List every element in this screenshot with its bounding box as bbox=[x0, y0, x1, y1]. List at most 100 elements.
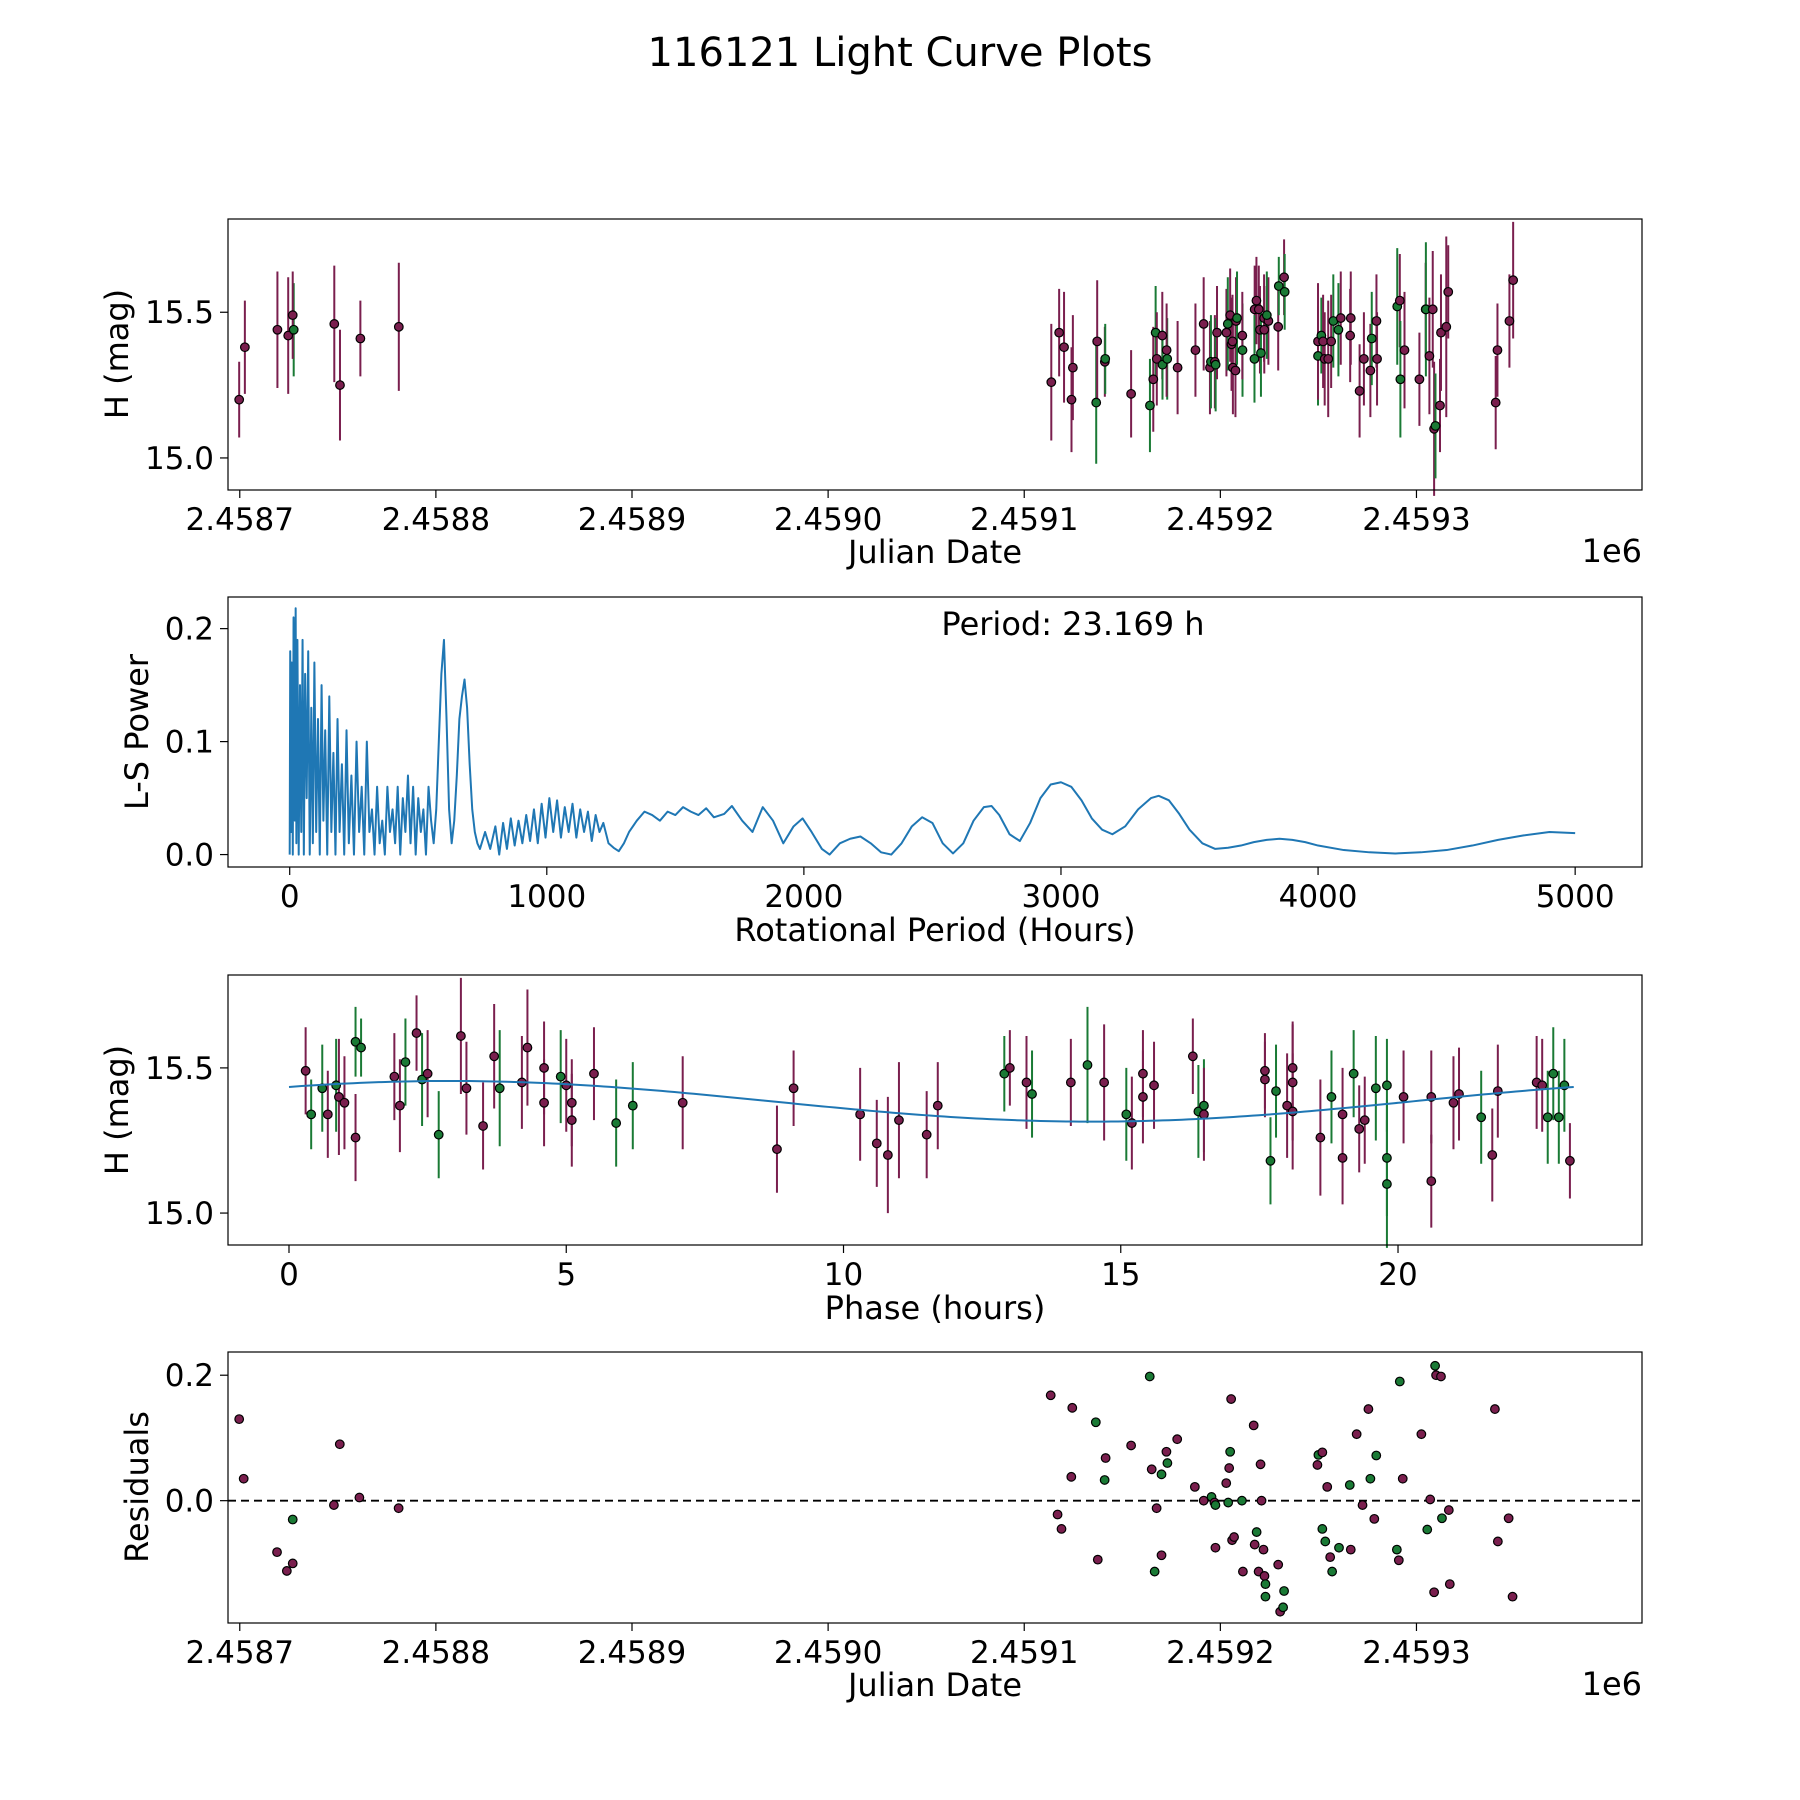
data-point bbox=[1021, 1077, 1032, 1088]
data-point bbox=[1348, 1068, 1359, 1079]
data-point bbox=[1054, 327, 1065, 338]
residual-point bbox=[287, 1514, 298, 1525]
data-point bbox=[589, 1068, 599, 1079]
residual-point bbox=[1320, 1536, 1331, 1547]
residual-point bbox=[1317, 1447, 1328, 1458]
residual-point bbox=[1278, 1602, 1289, 1613]
data-point bbox=[1162, 353, 1173, 364]
data-point bbox=[1138, 1068, 1148, 1079]
data-point bbox=[1435, 400, 1445, 411]
residuals-data bbox=[228, 1360, 1642, 1617]
power-line bbox=[288, 607, 1576, 856]
data-point bbox=[1282, 1100, 1293, 1111]
data-point bbox=[461, 1083, 472, 1094]
residuals-offset-label: 1e6 bbox=[1582, 1665, 1642, 1703]
data-point bbox=[1359, 353, 1369, 364]
data-point bbox=[1199, 1109, 1209, 1120]
residual-point bbox=[1430, 1360, 1440, 1371]
light-curve-data bbox=[234, 221, 1519, 496]
residual-point bbox=[1248, 1420, 1259, 1431]
light-curve-frame bbox=[227, 218, 1643, 491]
residual-point bbox=[1416, 1429, 1427, 1440]
data-point bbox=[1065, 1077, 1076, 1088]
data-point bbox=[1345, 313, 1356, 323]
data-point bbox=[1490, 397, 1501, 408]
data-point bbox=[1399, 345, 1410, 356]
data-point bbox=[422, 1068, 433, 1079]
data-point bbox=[1426, 1176, 1437, 1187]
data-point bbox=[288, 324, 299, 335]
data-point bbox=[1273, 321, 1284, 332]
data-point bbox=[489, 1051, 500, 1062]
x-tick-label: 2.4591 bbox=[970, 502, 1078, 538]
data-point bbox=[1372, 353, 1382, 364]
data-point bbox=[1149, 1080, 1159, 1091]
residuals-yticks: 0.0 0.2 bbox=[165, 1358, 228, 1520]
residual-point bbox=[1371, 1450, 1382, 1461]
data-point bbox=[287, 310, 298, 321]
residuals-ylabel: Residuals bbox=[118, 1411, 156, 1563]
data-point bbox=[1287, 1063, 1298, 1073]
data-point bbox=[677, 1097, 688, 1108]
residual-point bbox=[1255, 1459, 1266, 1470]
data-point bbox=[1249, 353, 1260, 364]
data-point bbox=[1476, 1112, 1487, 1123]
data-point bbox=[1027, 1089, 1037, 1099]
light-curve-axes: 2.4587 2.4588 2.4589 2.4590 2.4591 2.4592 2.45… bbox=[98, 218, 1643, 571]
residual-point bbox=[1363, 1404, 1374, 1414]
residual-point bbox=[1436, 1371, 1446, 1382]
data-point bbox=[1542, 1112, 1553, 1123]
data-point bbox=[1565, 1155, 1575, 1166]
residuals-frame bbox=[227, 1351, 1643, 1624]
data-point bbox=[455, 1031, 466, 1041]
data-point bbox=[1333, 324, 1344, 335]
residual-point bbox=[1503, 1513, 1514, 1524]
data-point bbox=[335, 380, 345, 390]
data-point bbox=[1271, 1086, 1281, 1097]
residual-point bbox=[1397, 1473, 1408, 1484]
residual-point bbox=[272, 1547, 282, 1558]
data-point bbox=[334, 1092, 344, 1102]
data-point bbox=[1508, 275, 1519, 286]
data-point bbox=[1365, 365, 1376, 376]
data-point bbox=[1382, 1179, 1392, 1189]
data-point bbox=[1004, 1063, 1015, 1073]
data-point bbox=[894, 1115, 904, 1126]
data-point bbox=[1279, 272, 1289, 283]
data-point bbox=[1237, 330, 1248, 341]
data-point bbox=[322, 1109, 333, 1120]
data-point bbox=[1151, 353, 1162, 364]
residual-point bbox=[1393, 1555, 1404, 1566]
residual-point bbox=[1144, 1371, 1155, 1382]
x-tick-label: 20 bbox=[1378, 1257, 1417, 1293]
phase-folded-data bbox=[288, 977, 1575, 1248]
data-point bbox=[1335, 313, 1346, 323]
data-point bbox=[522, 1042, 533, 1053]
residual-point bbox=[1425, 1494, 1436, 1505]
residual-point bbox=[281, 1566, 292, 1576]
data-point bbox=[1287, 1077, 1298, 1088]
residual-point bbox=[1251, 1527, 1262, 1537]
data-point bbox=[1273, 281, 1284, 291]
residual-point bbox=[1172, 1434, 1183, 1445]
data-point bbox=[1126, 1118, 1137, 1128]
residual-point bbox=[1443, 1505, 1454, 1515]
light-curve-yticks: 15.0 15.5 bbox=[145, 295, 228, 477]
data-point bbox=[1161, 345, 1172, 356]
x-tick-label: 2.4591 bbox=[970, 1635, 1078, 1671]
residual-point bbox=[1325, 1552, 1336, 1563]
residual-point bbox=[1052, 1509, 1063, 1520]
residual-point bbox=[1092, 1554, 1103, 1565]
data-point bbox=[339, 1097, 350, 1108]
figure-title: 116121 Light Curve Plots bbox=[648, 30, 1153, 76]
residuals-axes: 2.4587 2.4588 2.4589 2.4590 2.4591 2.4592 2.45… bbox=[118, 1351, 1643, 1704]
x-tick-label: 2.4592 bbox=[1166, 1635, 1274, 1671]
residual-point bbox=[1259, 1571, 1270, 1581]
data-point bbox=[1371, 316, 1382, 326]
periodogram-axes: 0 1000 2000 3000 4000 5000 0.0 0.1 0.2 Rotation… bbox=[118, 596, 1643, 949]
data-point bbox=[1430, 420, 1441, 431]
data-point bbox=[1259, 324, 1270, 335]
data-point bbox=[1210, 359, 1221, 370]
data-point bbox=[1443, 286, 1454, 297]
data-point bbox=[272, 324, 283, 335]
